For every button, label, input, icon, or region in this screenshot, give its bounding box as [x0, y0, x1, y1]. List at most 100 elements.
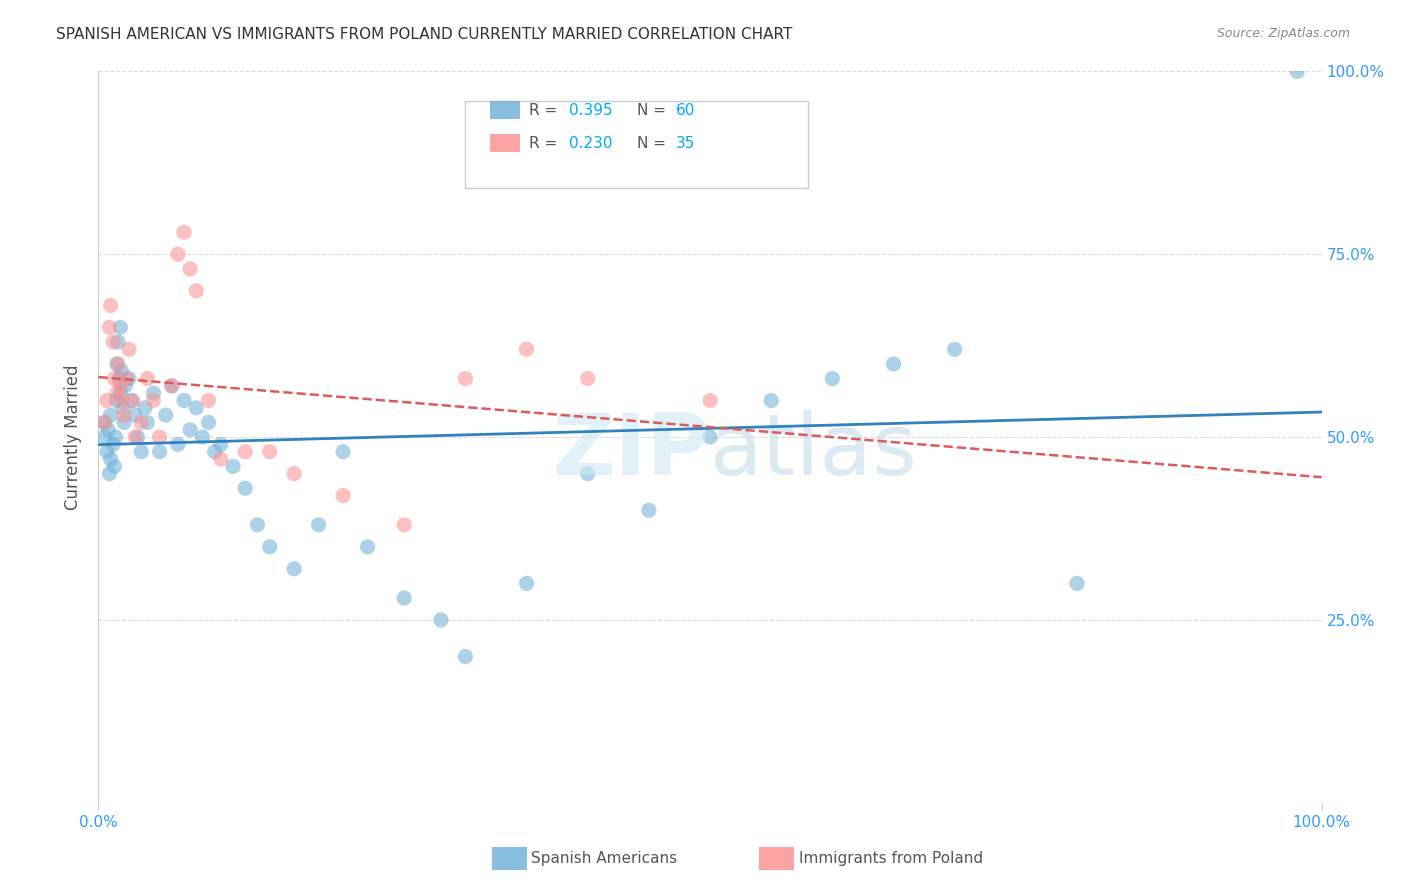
Point — [120, 393, 142, 408]
Point — [108, 371, 131, 385]
Point — [111, 393, 134, 408]
Point — [118, 343, 141, 357]
Point — [93, 416, 115, 430]
Text: 60: 60 — [676, 103, 695, 118]
Point — [93, 430, 115, 444]
FancyBboxPatch shape — [465, 101, 808, 188]
Point — [209, 437, 232, 451]
Point — [127, 430, 149, 444]
Text: R =: R = — [529, 136, 562, 151]
Point — [173, 393, 195, 408]
Point — [160, 379, 183, 393]
Point — [124, 408, 146, 422]
Point — [259, 444, 281, 458]
Point — [186, 284, 208, 298]
Point — [430, 613, 453, 627]
Point — [114, 379, 136, 393]
Point — [186, 401, 208, 415]
Text: 0.230: 0.230 — [569, 136, 613, 151]
Point — [356, 540, 378, 554]
Text: Source: ZipAtlas.com: Source: ZipAtlas.com — [1216, 27, 1350, 40]
Text: R =: R = — [529, 103, 562, 118]
Point — [100, 408, 122, 422]
Text: N =: N = — [637, 103, 671, 118]
Point — [197, 416, 219, 430]
Text: ZIP: ZIP — [553, 410, 710, 493]
Point — [392, 517, 416, 532]
Point — [112, 416, 135, 430]
Point — [142, 386, 165, 401]
FancyBboxPatch shape — [489, 101, 520, 119]
Point — [155, 408, 177, 422]
Point — [576, 371, 599, 385]
Point — [105, 357, 128, 371]
Point — [112, 408, 135, 422]
Point — [121, 393, 143, 408]
Point — [111, 401, 134, 415]
Point — [179, 261, 201, 276]
Point — [821, 371, 844, 385]
Text: N =: N = — [637, 136, 671, 151]
Point — [103, 459, 125, 474]
Point — [167, 247, 190, 261]
Text: Immigrants from Poland: Immigrants from Poland — [799, 852, 983, 866]
FancyBboxPatch shape — [489, 134, 520, 152]
Point — [118, 371, 141, 385]
Point — [943, 343, 966, 357]
Point — [96, 393, 118, 408]
Y-axis label: Currently Married: Currently Married — [65, 364, 83, 510]
Point — [638, 503, 661, 517]
Point — [105, 393, 128, 408]
Point — [259, 540, 281, 554]
Point — [105, 386, 128, 401]
Point — [173, 225, 195, 239]
Point — [332, 489, 354, 503]
Point — [129, 444, 152, 458]
Point — [197, 393, 219, 408]
Point — [98, 320, 121, 334]
Point — [246, 517, 269, 532]
Text: 0.395: 0.395 — [569, 103, 613, 118]
Point — [111, 364, 134, 378]
Point — [761, 393, 783, 408]
Point — [100, 452, 122, 467]
Text: Spanish Americans: Spanish Americans — [531, 852, 678, 866]
Point — [167, 437, 190, 451]
Point — [576, 467, 599, 481]
Point — [283, 562, 305, 576]
Point — [110, 320, 132, 334]
Point — [160, 379, 183, 393]
Point — [110, 386, 132, 401]
Point — [883, 357, 905, 371]
Point — [142, 393, 165, 408]
Point — [107, 334, 129, 349]
Point — [222, 459, 245, 474]
Point — [233, 481, 256, 495]
Point — [392, 591, 416, 605]
Text: 35: 35 — [676, 136, 695, 151]
Point — [101, 437, 124, 451]
Point — [699, 393, 721, 408]
Point — [454, 371, 477, 385]
Point — [332, 444, 354, 458]
Point — [1286, 64, 1309, 78]
Point — [699, 430, 721, 444]
Point — [204, 444, 226, 458]
Point — [100, 298, 122, 312]
Point — [136, 371, 159, 385]
Point — [1066, 576, 1088, 591]
Point — [110, 379, 132, 393]
Point — [97, 423, 120, 437]
Point — [308, 517, 330, 532]
Point — [191, 430, 214, 444]
Point — [93, 416, 115, 430]
Point — [149, 430, 172, 444]
Text: atlas: atlas — [710, 410, 918, 493]
Point — [283, 467, 305, 481]
Point — [124, 430, 146, 444]
Point — [101, 334, 124, 349]
Point — [103, 371, 125, 385]
Point — [96, 444, 118, 458]
Point — [129, 416, 152, 430]
Point — [136, 416, 159, 430]
